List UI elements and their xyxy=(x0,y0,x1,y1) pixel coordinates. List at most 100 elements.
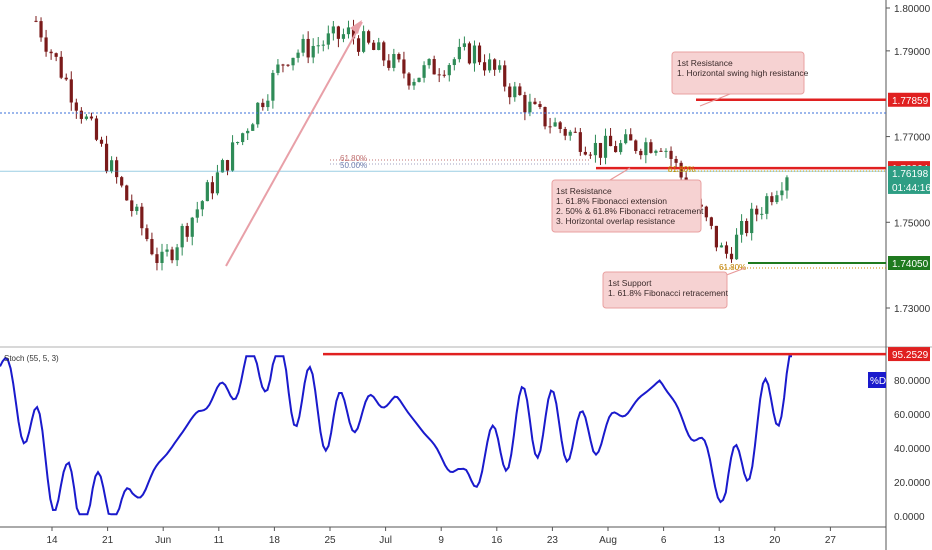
candle xyxy=(563,126,567,141)
candle xyxy=(130,194,134,217)
candle xyxy=(39,17,43,42)
time-tick-label: 14 xyxy=(46,535,58,546)
candle xyxy=(236,141,240,145)
trend-arrow[interactable] xyxy=(225,21,363,267)
candle xyxy=(513,81,517,102)
candle xyxy=(765,193,769,220)
candle xyxy=(362,25,366,54)
candle xyxy=(241,132,245,146)
price-tick-label: 1.73000 xyxy=(894,304,931,315)
candle xyxy=(104,135,109,174)
candle xyxy=(135,203,139,215)
tag-resistance-top-label: 1.77859 xyxy=(892,96,929,107)
candle xyxy=(583,146,587,156)
candle xyxy=(306,31,310,64)
time-axis[interactable]: 14 21 Jun 11 18 25 Jul 9 16 23 Aug 6 13 20 27 xyxy=(46,527,836,546)
time-tick-label: 18 xyxy=(269,535,281,546)
candle xyxy=(775,190,779,205)
candle xyxy=(508,83,512,105)
stoch-title: Stoch (55, 5, 3) xyxy=(4,354,59,363)
candle xyxy=(503,60,507,92)
stoch-series xyxy=(0,355,792,516)
candle xyxy=(629,128,633,141)
candle xyxy=(729,247,734,263)
candle xyxy=(225,159,230,176)
candle xyxy=(246,128,250,140)
stoch-level-tag: 95.2529 xyxy=(888,347,930,362)
annotation-line: 1. 61.8% Fibonacci extension xyxy=(556,196,667,206)
annotation-title: 1st Resistance xyxy=(677,58,733,68)
candle xyxy=(745,218,749,237)
annotation-line: 3. Horizontal overlap resistance xyxy=(556,216,675,226)
candle xyxy=(467,41,472,65)
trend-arrow-head xyxy=(350,20,362,34)
candle xyxy=(518,83,522,96)
candle xyxy=(185,222,189,242)
time-tick-label: 20 xyxy=(769,535,781,546)
stoch-tick-label: 0.0000 xyxy=(894,512,925,523)
candle xyxy=(740,214,744,243)
stoch-axis[interactable]: 80.0000 60.0000 40.0000 20.0000 0.0000 xyxy=(894,376,931,523)
candle xyxy=(64,73,68,81)
tag-countdown-label: 01:44:16 xyxy=(892,183,931,194)
candle xyxy=(200,200,204,217)
annotation-connector-2 xyxy=(609,167,631,181)
candle xyxy=(190,216,194,246)
candle xyxy=(331,20,335,41)
candle xyxy=(140,202,144,236)
candle xyxy=(266,94,270,111)
candle xyxy=(493,58,497,76)
candle xyxy=(472,40,477,72)
candle xyxy=(619,139,623,155)
candle xyxy=(427,58,431,69)
candle xyxy=(593,134,598,163)
candle xyxy=(432,55,436,75)
candle xyxy=(281,63,285,73)
annotation-resistance-2[interactable]: 1st Resistance 1. 61.8% Fibonacci extens… xyxy=(551,179,704,233)
time-tick-label: 27 xyxy=(825,535,837,546)
annotation-title: 1st Support xyxy=(608,278,652,288)
candle xyxy=(220,158,225,173)
candle xyxy=(724,241,729,259)
annotation-support-1[interactable]: 1st Support 1. 61.8% Fibonacci retraceme… xyxy=(602,271,729,309)
annotation-resistance-1[interactable]: 1st Resistance 1. Horizontal swing high … xyxy=(671,51,809,95)
candle xyxy=(110,156,114,174)
candle xyxy=(351,19,356,45)
tag-last-price: 1.76198 01:44:16 xyxy=(888,165,931,194)
candle xyxy=(528,93,532,117)
tag-resistance-top: 1.77859 xyxy=(888,92,930,107)
candle xyxy=(669,146,673,167)
candle xyxy=(94,115,99,142)
candlestick-series xyxy=(34,16,789,271)
fib-label-right-618: 61.80% xyxy=(668,165,695,174)
candle xyxy=(367,29,371,45)
time-tick-label: 21 xyxy=(102,535,114,546)
candle xyxy=(407,72,411,90)
stoch-pane[interactable] xyxy=(0,349,886,527)
candle xyxy=(84,114,88,121)
price-axis[interactable]: 1.80000 1.79000 1.77000 1.75000 1.73000 xyxy=(886,4,931,315)
candle xyxy=(523,91,527,121)
candle xyxy=(165,244,169,257)
candle xyxy=(603,128,608,165)
candle xyxy=(639,148,643,160)
candle xyxy=(543,106,547,130)
candle xyxy=(301,34,305,57)
stoch-legend[interactable]: %D xyxy=(868,372,886,388)
candle xyxy=(488,53,492,73)
candle xyxy=(49,49,53,60)
time-tick-label: 13 xyxy=(714,535,726,546)
candle xyxy=(341,28,346,43)
time-tick-label: 11 xyxy=(214,535,225,546)
candle xyxy=(356,35,361,56)
fib-label-support-618: 61.80% xyxy=(719,263,746,272)
candle xyxy=(477,42,482,65)
candle xyxy=(437,68,441,83)
price-tick-label: 1.80000 xyxy=(894,4,931,15)
candle xyxy=(382,40,386,67)
stoch-tick-label: 60.0000 xyxy=(894,410,931,421)
candle xyxy=(598,142,603,166)
candle xyxy=(709,216,713,230)
candle xyxy=(498,60,502,73)
